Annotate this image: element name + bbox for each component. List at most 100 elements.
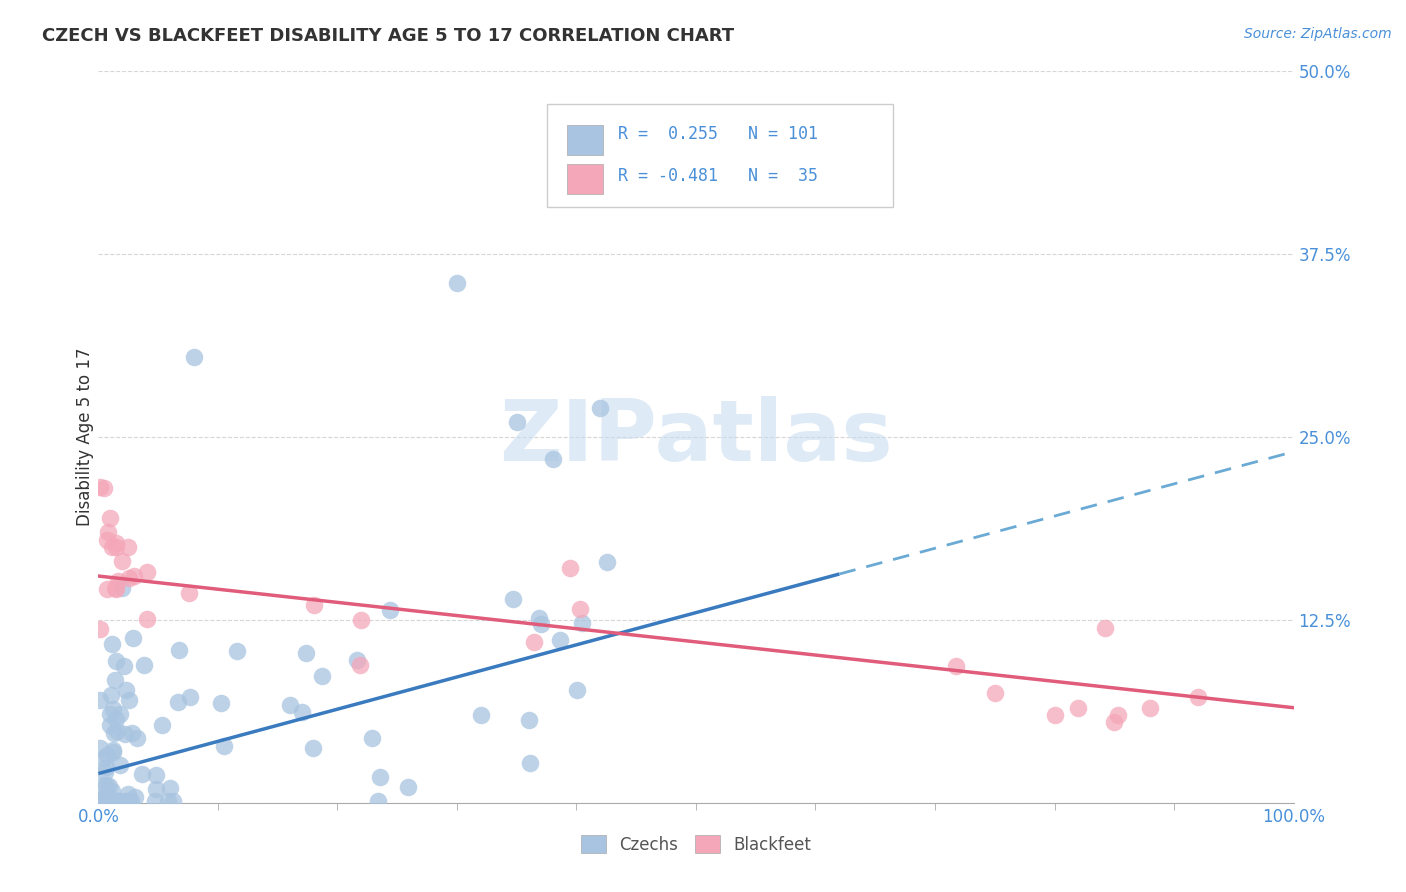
Point bbox=[143, 794, 166, 808]
Point bbox=[103, 725, 125, 739]
Point bbox=[101, 637, 124, 651]
Point bbox=[90, 792, 112, 806]
Point bbox=[530, 616, 553, 631]
Point bbox=[291, 705, 314, 719]
Point bbox=[105, 724, 128, 739]
Legend: Czechs, Blackfeet: Czechs, Blackfeet bbox=[574, 829, 818, 860]
Point bbox=[89, 794, 111, 808]
Point bbox=[96, 533, 118, 548]
Point bbox=[1107, 708, 1129, 723]
Point bbox=[107, 574, 129, 588]
Point bbox=[104, 581, 127, 595]
Point bbox=[115, 794, 138, 808]
Point bbox=[179, 690, 201, 704]
Point bbox=[311, 669, 333, 683]
Point bbox=[226, 644, 249, 658]
Point bbox=[571, 615, 593, 630]
Point bbox=[89, 794, 111, 808]
Text: Source: ZipAtlas.com: Source: ZipAtlas.com bbox=[1244, 27, 1392, 41]
Point bbox=[127, 731, 149, 745]
Point bbox=[89, 693, 111, 707]
Point bbox=[122, 632, 145, 646]
Point bbox=[446, 277, 468, 291]
Point bbox=[1043, 708, 1066, 723]
Point bbox=[350, 613, 373, 627]
Point bbox=[93, 794, 115, 808]
Point bbox=[132, 657, 155, 672]
Point bbox=[502, 592, 524, 607]
Point bbox=[89, 480, 111, 494]
Point bbox=[94, 764, 117, 779]
Point bbox=[100, 794, 122, 808]
Point bbox=[523, 635, 546, 649]
Point bbox=[568, 601, 591, 615]
Point bbox=[162, 794, 184, 808]
Point bbox=[124, 790, 146, 805]
Point bbox=[302, 599, 325, 613]
Point bbox=[550, 633, 572, 648]
Point bbox=[117, 571, 139, 585]
Point bbox=[945, 658, 967, 673]
Point bbox=[100, 784, 122, 798]
Point bbox=[105, 540, 128, 554]
Point bbox=[111, 582, 134, 596]
Point bbox=[103, 673, 125, 687]
Point bbox=[101, 702, 124, 716]
Point bbox=[1104, 715, 1126, 730]
Point bbox=[100, 794, 122, 808]
Point bbox=[124, 569, 146, 583]
Point bbox=[105, 712, 128, 726]
Point bbox=[596, 555, 619, 569]
Point bbox=[541, 452, 564, 467]
Point bbox=[177, 585, 200, 599]
Point bbox=[118, 693, 141, 707]
Point bbox=[118, 794, 141, 808]
FancyBboxPatch shape bbox=[547, 104, 893, 207]
Point bbox=[1067, 700, 1090, 714]
Point bbox=[105, 655, 128, 669]
Point bbox=[602, 108, 624, 122]
Point bbox=[89, 794, 111, 808]
Point bbox=[120, 794, 142, 808]
Point bbox=[117, 540, 139, 554]
Text: CZECH VS BLACKFEET DISABILITY AGE 5 TO 17 CORRELATION CHART: CZECH VS BLACKFEET DISABILITY AGE 5 TO 1… bbox=[42, 27, 734, 45]
Text: ZIPatlas: ZIPatlas bbox=[499, 395, 893, 479]
Bar bbox=[567, 125, 603, 155]
Point bbox=[96, 787, 118, 801]
Point bbox=[294, 646, 316, 660]
Point bbox=[506, 416, 529, 430]
Point bbox=[1094, 621, 1116, 635]
Point bbox=[527, 611, 550, 625]
Point bbox=[517, 713, 540, 727]
Point bbox=[380, 603, 402, 617]
Point bbox=[94, 779, 117, 793]
Point bbox=[212, 739, 235, 753]
Point bbox=[346, 653, 368, 667]
Point bbox=[96, 748, 118, 763]
Point bbox=[97, 525, 120, 540]
Point bbox=[135, 612, 157, 626]
Point bbox=[101, 743, 124, 757]
Point bbox=[101, 745, 124, 759]
Point bbox=[98, 717, 121, 731]
Point bbox=[136, 566, 159, 580]
Point bbox=[96, 789, 118, 803]
Point bbox=[145, 768, 167, 782]
Point bbox=[98, 706, 121, 721]
Point bbox=[470, 707, 492, 722]
Point bbox=[96, 582, 118, 596]
Point bbox=[93, 794, 115, 808]
Point bbox=[89, 623, 111, 637]
Text: R =  0.255   N = 101: R = 0.255 N = 101 bbox=[619, 125, 818, 143]
Point bbox=[1187, 690, 1209, 705]
Point bbox=[91, 778, 114, 792]
Point bbox=[107, 794, 129, 808]
Point bbox=[103, 794, 125, 808]
Point bbox=[117, 788, 139, 802]
Point bbox=[103, 794, 125, 808]
Point bbox=[367, 794, 389, 808]
Point bbox=[156, 794, 179, 808]
Point bbox=[104, 794, 127, 808]
Point bbox=[183, 350, 205, 364]
Point bbox=[368, 770, 391, 784]
